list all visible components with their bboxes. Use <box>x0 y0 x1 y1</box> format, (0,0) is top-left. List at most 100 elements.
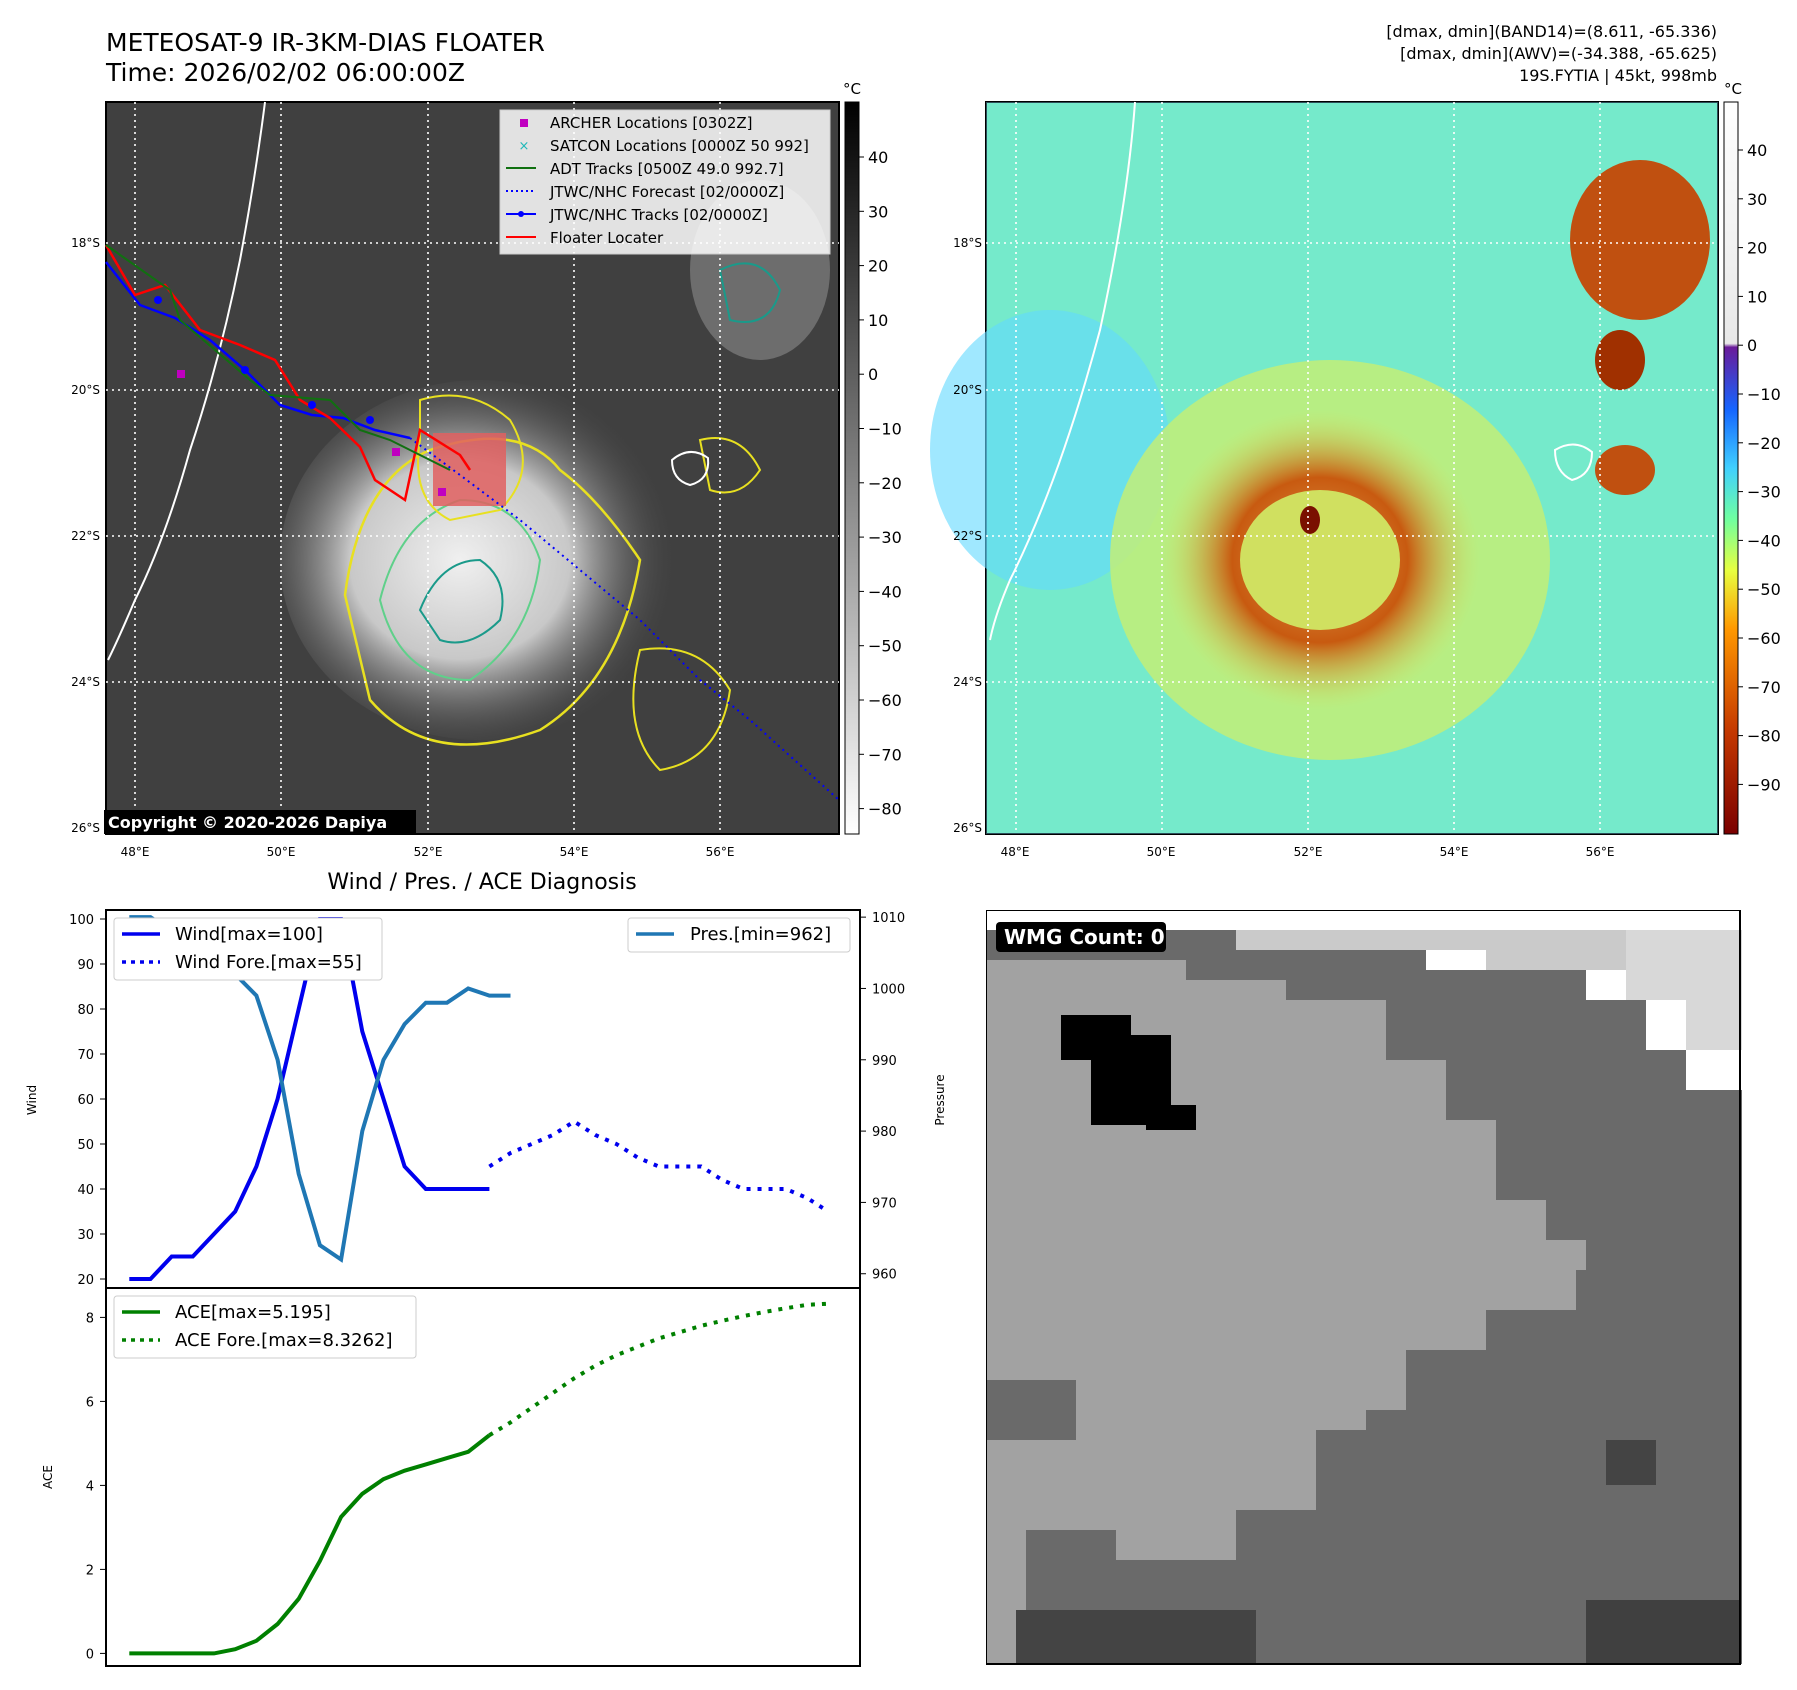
lat-label: 18°S <box>953 236 982 250</box>
legend-floater: Floater Locater <box>550 229 664 247</box>
legend-wind-forecast: Wind Fore.[max=55] <box>175 952 362 973</box>
legend-ace-forecast: ACE Fore.[max=8.3262] <box>175 1330 393 1351</box>
diagnosis-chart: Wind / Pres. / ACE Diagnosis Wind Pressu… <box>25 870 947 1667</box>
ir-colorbar-tick: −80 <box>868 800 902 819</box>
lon-label: 50°E <box>267 845 296 859</box>
legend-satcon: SATCON Locations [0000Z 50 992] <box>550 137 809 155</box>
figure-title: METEOSAT-9 IR-3KM-DIAS FLOATER <box>106 28 545 57</box>
lon-label: 48°E <box>1001 845 1030 859</box>
pressure-tick-label: 960 <box>872 1268 897 1283</box>
ir-colorbar-tick: −20 <box>868 474 902 493</box>
awv-colorbar-tick: 20 <box>1747 239 1767 258</box>
wind-tick-label: 60 <box>77 1093 94 1108</box>
map-layer: × ARCHER Locations [0302Z] SATCON Locati… <box>71 80 1781 859</box>
lon-label: 52°E <box>414 845 443 859</box>
chart-title: Wind / Pres. / ACE Diagnosis <box>327 870 636 895</box>
ir-colorbar: °C 40 30 20 10 0 −10 −20 −30 −40 −50 −60 −70 −80 <box>843 80 902 835</box>
lon-label: 52°E <box>1294 845 1323 859</box>
storm-info: 19S.FYTIA | 45kt, 998mb <box>1519 66 1717 85</box>
ir-colorbar-tick: −40 <box>868 582 902 601</box>
pressure-legend: Pres.[min=962] <box>627 917 851 953</box>
legend-forecast: JTWC/NHC Forecast [02/0000Z] <box>549 183 784 201</box>
ir-colorbar-tick: 40 <box>868 148 888 167</box>
awv-range: [dmax, dmin](AWV)=(-34.388, -65.625) <box>1400 44 1717 63</box>
awv-colorbar-tick: −70 <box>1747 678 1781 697</box>
legend-archer: ARCHER Locations [0302Z] <box>550 114 753 132</box>
ir-colorbar-tick: −10 <box>868 420 902 439</box>
awv-colorbar-tick: 10 <box>1747 287 1767 306</box>
wind-tick-label: 40 <box>77 1183 94 1198</box>
legend-wind: Wind[max=100] <box>175 924 323 945</box>
ace-tick-label: 2 <box>86 1563 94 1578</box>
awv-colorbar-tick: −20 <box>1747 434 1781 453</box>
ir-map: × ARCHER Locations [0302Z] SATCON Locati… <box>104 101 840 835</box>
ace-series-line-0 <box>129 1433 491 1656</box>
awv-colorbar-tick: 40 <box>1747 141 1767 160</box>
ir-colorbar-tick: 0 <box>868 365 878 384</box>
ace-tick-label: 4 <box>86 1479 94 1494</box>
ir-colorbar-tick: 30 <box>868 202 888 221</box>
wind-tick-label: 20 <box>77 1273 94 1288</box>
awv-colorbar-tick: −50 <box>1747 580 1781 599</box>
awv-colorbar-tick: −30 <box>1747 483 1781 502</box>
wind-tick-label: 90 <box>77 958 94 973</box>
lat-label: 20°S <box>71 383 100 397</box>
pressure-tick-label: 970 <box>872 1196 897 1211</box>
awv-colorbar-tick: −10 <box>1747 385 1781 404</box>
ace-legend: ACE[max=5.195] ACE Fore.[max=8.3262] <box>113 1295 417 1359</box>
pressure-tick-label: 990 <box>872 1054 897 1069</box>
lon-label: 54°E <box>560 845 589 859</box>
legend-adt: ADT Tracks [0500Z 49.0 992.7] <box>550 160 784 178</box>
wind-tick-label: 70 <box>77 1048 94 1063</box>
legend-ace: ACE[max=5.195] <box>175 1302 331 1323</box>
awv-colorbar-tick: −90 <box>1747 775 1781 794</box>
awv-colorbar: °C 40 30 20 10 0 −10 −20 −30 −40 −50 −60 −70 −80 −90 <box>1723 80 1781 835</box>
ace-series-line-1 <box>488 1301 829 1437</box>
lon-label: 54°E <box>1440 845 1469 859</box>
ir-colorbar-tick: 20 <box>868 257 888 276</box>
band14-range: [dmax, dmin](BAND14)=(8.611, -65.336) <box>1386 22 1717 41</box>
ace-tick-label: 0 <box>86 1647 94 1662</box>
ir-colorbar-unit: °C <box>843 80 861 98</box>
wind-tick-label: 30 <box>77 1228 94 1243</box>
ir-colorbar-tick: −30 <box>868 528 902 547</box>
ace-tick-label: 6 <box>86 1395 94 1410</box>
legend-archer-marker <box>520 119 528 127</box>
pressure-tick-label: 980 <box>872 1125 897 1140</box>
wmg-panel: WMG Count: 0 <box>986 910 1742 1665</box>
awv-map <box>930 101 1719 835</box>
awv-colorbar-tick: 30 <box>1747 190 1767 209</box>
awv-colorbar-tick: 0 <box>1747 336 1757 355</box>
lon-label: 56°E <box>706 845 735 859</box>
ace-ylabel: ACE <box>41 1465 55 1489</box>
lat-label: 18°S <box>71 236 100 250</box>
lat-label: 24°S <box>71 675 100 689</box>
lon-label: 56°E <box>1586 845 1615 859</box>
lat-label: 26°S <box>71 821 100 835</box>
lon-label: 48°E <box>121 845 150 859</box>
legend-tracks: JTWC/NHC Tracks [02/0000Z] <box>549 206 768 224</box>
legend-satcon-marker: × <box>519 139 530 154</box>
lat-label: 24°S <box>953 675 982 689</box>
wind-tick-label: 50 <box>77 1138 94 1153</box>
lat-label: 22°S <box>953 529 982 543</box>
awv-colorbar-unit: °C <box>1724 80 1742 98</box>
wind-legend: Wind[max=100] Wind Fore.[max=55] <box>113 917 383 981</box>
lat-label: 26°S <box>953 821 982 835</box>
lon-label: 50°E <box>1147 845 1176 859</box>
awv-colorbar-tick: −80 <box>1747 727 1781 746</box>
wind-ylabel: Wind <box>25 1085 39 1115</box>
ir-colorbar-tick: −50 <box>868 637 902 656</box>
lat-label: 22°S <box>71 529 100 543</box>
wind-series-line-1 <box>488 1119 830 1214</box>
copyright: Copyright © 2020-2026 Dapiya <box>108 813 387 832</box>
ace-tick-label: 8 <box>86 1311 94 1326</box>
ir-colorbar-tick: −60 <box>868 691 902 710</box>
ir-colorbar-tick: 10 <box>868 311 888 330</box>
pressure-ylabel: Pressure <box>933 1074 947 1125</box>
lat-label: 20°S <box>953 383 982 397</box>
awv-colorbar-tick: −60 <box>1747 629 1781 648</box>
pressure-tick-label: 1010 <box>872 911 905 926</box>
legend-pressure: Pres.[min=962] <box>690 924 831 945</box>
ir-colorbar-tick: −70 <box>868 745 902 764</box>
